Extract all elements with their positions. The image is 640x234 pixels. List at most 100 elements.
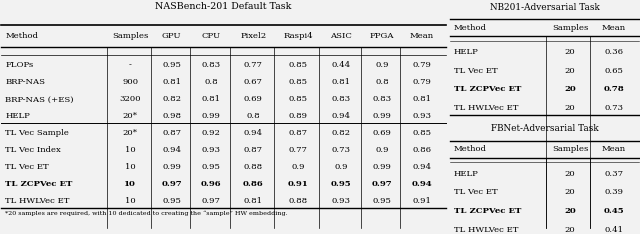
Text: Method: Method bbox=[454, 145, 486, 154]
Text: 20: 20 bbox=[564, 169, 575, 178]
Text: 0.87: 0.87 bbox=[244, 146, 263, 154]
Text: 0.99: 0.99 bbox=[202, 113, 221, 121]
Text: TL Vec ET: TL Vec ET bbox=[454, 188, 497, 196]
Text: 0.94: 0.94 bbox=[332, 113, 351, 121]
Text: 0.41: 0.41 bbox=[604, 226, 623, 234]
Text: 0.82: 0.82 bbox=[332, 129, 351, 137]
Text: 0.78: 0.78 bbox=[604, 85, 624, 93]
Text: Mean: Mean bbox=[602, 24, 626, 32]
Text: 3200: 3200 bbox=[120, 95, 141, 103]
Text: 0.96: 0.96 bbox=[201, 180, 221, 188]
Text: 0.83: 0.83 bbox=[202, 62, 221, 69]
Text: 10: 10 bbox=[125, 164, 136, 172]
Text: 0.94: 0.94 bbox=[162, 146, 181, 154]
Text: 0.83: 0.83 bbox=[332, 95, 351, 103]
Text: TL ZCPVec ET: TL ZCPVec ET bbox=[5, 180, 72, 188]
Text: TL ZCPVec ET: TL ZCPVec ET bbox=[454, 85, 521, 93]
Text: 10: 10 bbox=[124, 180, 136, 188]
Text: 900: 900 bbox=[122, 78, 138, 86]
Text: 0.92: 0.92 bbox=[202, 129, 221, 137]
Text: BRP-NAS: BRP-NAS bbox=[5, 78, 45, 86]
Text: 0.73: 0.73 bbox=[332, 146, 351, 154]
Text: 20: 20 bbox=[564, 226, 575, 234]
Text: 20: 20 bbox=[564, 104, 575, 112]
Text: 0.95: 0.95 bbox=[163, 62, 181, 69]
Text: 0.37: 0.37 bbox=[604, 169, 623, 178]
Text: GPU: GPU bbox=[162, 32, 182, 40]
Text: Mean: Mean bbox=[410, 32, 434, 40]
Text: 20*: 20* bbox=[123, 129, 138, 137]
Text: TL HWLVec ET: TL HWLVec ET bbox=[5, 197, 70, 205]
Text: 0.85: 0.85 bbox=[289, 78, 308, 86]
Text: 0.82: 0.82 bbox=[162, 95, 181, 103]
Text: 0.99: 0.99 bbox=[372, 164, 392, 172]
Text: 0.85: 0.85 bbox=[412, 129, 431, 137]
Text: 0.81: 0.81 bbox=[332, 78, 351, 86]
Text: *20 samples are required, with 10 dedicated to creating the “sample” HW embeddin: *20 samples are required, with 10 dedica… bbox=[5, 210, 288, 216]
Text: 0.97: 0.97 bbox=[161, 180, 182, 188]
Text: 0.81: 0.81 bbox=[162, 78, 181, 86]
Text: 0.94: 0.94 bbox=[244, 129, 263, 137]
Text: 0.93: 0.93 bbox=[412, 113, 431, 121]
Text: 0.9: 0.9 bbox=[335, 164, 348, 172]
Text: 0.86: 0.86 bbox=[243, 180, 264, 188]
Text: 10: 10 bbox=[125, 146, 136, 154]
Text: 20: 20 bbox=[564, 188, 575, 196]
Text: 0.9: 0.9 bbox=[291, 164, 305, 172]
Text: Method: Method bbox=[454, 24, 486, 32]
Text: 0.81: 0.81 bbox=[412, 95, 431, 103]
Text: 0.44: 0.44 bbox=[332, 62, 351, 69]
Text: -: - bbox=[129, 62, 132, 69]
Text: 0.98: 0.98 bbox=[162, 113, 181, 121]
Text: 0.39: 0.39 bbox=[604, 188, 623, 196]
Text: 0.99: 0.99 bbox=[163, 164, 181, 172]
Text: TL Vec ET: TL Vec ET bbox=[5, 164, 49, 172]
Text: 0.97: 0.97 bbox=[372, 180, 392, 188]
Text: 0.97: 0.97 bbox=[202, 197, 221, 205]
Text: TL ZCPVec ET: TL ZCPVec ET bbox=[454, 207, 521, 215]
Text: 20: 20 bbox=[564, 207, 576, 215]
Text: 20: 20 bbox=[564, 85, 576, 93]
Text: 0.88: 0.88 bbox=[289, 197, 308, 205]
Text: Method: Method bbox=[5, 32, 38, 40]
Text: Samples: Samples bbox=[112, 32, 148, 40]
Text: 0.79: 0.79 bbox=[412, 78, 431, 86]
Text: 0.69: 0.69 bbox=[372, 129, 392, 137]
Text: 0.79: 0.79 bbox=[412, 62, 431, 69]
Text: 0.73: 0.73 bbox=[604, 104, 623, 112]
Text: HELP: HELP bbox=[454, 169, 479, 178]
Text: 0.45: 0.45 bbox=[604, 207, 624, 215]
Text: Samples: Samples bbox=[552, 24, 588, 32]
Text: 10: 10 bbox=[125, 197, 136, 205]
Text: NB201-Adversarial Task: NB201-Adversarial Task bbox=[490, 3, 600, 12]
Text: Samples: Samples bbox=[552, 145, 588, 154]
Text: 0.77: 0.77 bbox=[244, 62, 263, 69]
Text: 0.8: 0.8 bbox=[246, 113, 260, 121]
Text: 0.87: 0.87 bbox=[162, 129, 181, 137]
Text: Raspi4: Raspi4 bbox=[284, 32, 313, 40]
Text: 0.91: 0.91 bbox=[288, 180, 308, 188]
Text: 20: 20 bbox=[564, 67, 575, 75]
Text: 0.99: 0.99 bbox=[372, 113, 392, 121]
Text: NASBench-201 Default Task: NASBench-201 Default Task bbox=[155, 2, 291, 11]
Text: 0.9: 0.9 bbox=[375, 62, 389, 69]
Text: 0.91: 0.91 bbox=[412, 197, 431, 205]
Text: FPGA: FPGA bbox=[370, 32, 394, 40]
Text: 0.87: 0.87 bbox=[289, 129, 308, 137]
Text: 0.77: 0.77 bbox=[289, 146, 308, 154]
Text: 0.95: 0.95 bbox=[331, 180, 352, 188]
Text: Pixel2: Pixel2 bbox=[240, 32, 266, 40]
Text: FBNet-Adversarial Task: FBNet-Adversarial Task bbox=[491, 124, 598, 133]
Text: FLOPs: FLOPs bbox=[5, 62, 33, 69]
Text: 20: 20 bbox=[564, 48, 575, 56]
Text: 0.95: 0.95 bbox=[163, 197, 181, 205]
Text: 0.86: 0.86 bbox=[412, 146, 431, 154]
Text: HELP: HELP bbox=[454, 48, 479, 56]
Text: 20*: 20* bbox=[123, 113, 138, 121]
Text: HELP: HELP bbox=[5, 113, 30, 121]
Text: 0.81: 0.81 bbox=[244, 197, 263, 205]
Text: Mean: Mean bbox=[602, 145, 626, 154]
Text: 0.93: 0.93 bbox=[332, 197, 351, 205]
Text: 0.85: 0.85 bbox=[289, 95, 308, 103]
Text: 0.85: 0.85 bbox=[289, 62, 308, 69]
